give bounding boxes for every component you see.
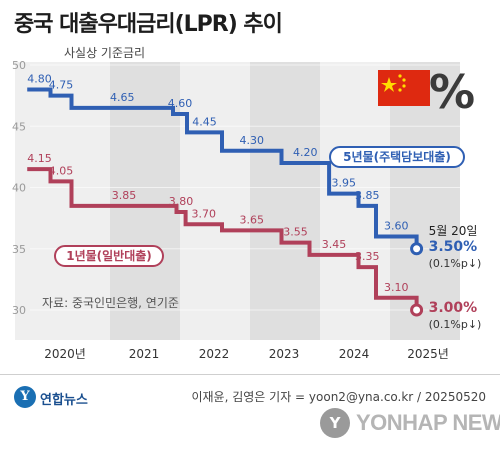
data-label: 4.45 <box>192 115 217 128</box>
legend-one-year-label: 1년물(일반대출) <box>66 248 152 263</box>
x-tick-label: 2025년 <box>407 347 449 361</box>
legend-one-year-box <box>54 245 164 267</box>
y-tick-label: 30 <box>12 304 26 317</box>
page-subtitle: 사실상 기준금리 <box>64 46 146 60</box>
data-label: 3.85 <box>355 189 380 202</box>
footer-divider <box>0 374 500 375</box>
flag-star-large <box>381 77 397 92</box>
data-label: 4.60 <box>168 97 193 110</box>
yonhap-logo-text: 연합뉴스 <box>40 393 88 408</box>
data-label: 3.80 <box>169 195 194 208</box>
x-tick-label: 2024 <box>339 347 370 361</box>
yonhap-watermark-icon: Y <box>320 408 350 438</box>
data-label: 4.30 <box>240 134 265 147</box>
data-label: 3.95 <box>332 177 357 190</box>
flag-star-small <box>398 88 402 92</box>
flag-star-small <box>402 84 406 88</box>
data-label: 3.70 <box>192 207 217 220</box>
data-label: 3.10 <box>384 281 409 294</box>
flag-star-small <box>402 78 406 82</box>
page-title: 중국 대출우대금리(LPR) 추이 <box>14 12 283 37</box>
y-tick-label: 35 <box>12 243 26 256</box>
data-label: 3.45 <box>322 238 347 251</box>
data-label: 3.60 <box>384 220 409 233</box>
data-label: 4.65 <box>110 91 135 104</box>
year-band <box>390 62 460 340</box>
legend-five-year-label: 5년물(주택담보대출) <box>343 149 451 164</box>
data-label: 4.15 <box>27 152 52 165</box>
year-band <box>180 62 250 340</box>
data-label: 3.35 <box>355 250 380 263</box>
y-tick-label: 40 <box>12 182 26 195</box>
percent-icon: % <box>429 65 475 119</box>
x-tick-label: 2023 <box>269 347 300 361</box>
yonhap-watermark-text: YONHAP NEWS <box>356 410 500 435</box>
y-tick-label: 45 <box>12 120 26 133</box>
one-year-change-note: (0.1%p↓) <box>429 318 482 331</box>
one-year-end-marker <box>410 303 424 317</box>
yonhap-logo-icon: Y <box>14 386 36 408</box>
five-year-latest-value: 3.50% <box>429 239 478 255</box>
flag-star-small <box>398 74 402 78</box>
data-label: 4.75 <box>49 79 74 92</box>
rate-chart: 50 45 40 35 30 2020년 2021 2022 2023 2024 2025년 4.80… <box>12 59 482 361</box>
one-year-line <box>27 167 419 310</box>
data-label: 3.85 <box>112 189 137 202</box>
one-year-latest-value: 3.00% <box>429 300 478 316</box>
five-year-change-note: (0.1%p↓) <box>429 257 482 270</box>
data-label: 4.80 <box>27 73 52 86</box>
legend-five-year-box <box>329 146 465 168</box>
data-label: 3.55 <box>283 226 308 239</box>
y-tick-label: 50 <box>12 59 26 72</box>
latest-date-label: 5월 20일 <box>429 224 478 238</box>
reporter-credit: 이재윤, 김영은 기자 = yoon2@yna.co.kr / 20250520 <box>191 390 486 404</box>
source-note: 자료: 중국인민은행, 연기준 <box>42 296 179 310</box>
x-tick-label: 2022 <box>199 347 230 361</box>
five-year-line <box>27 87 419 249</box>
data-label: 4.20 <box>293 146 318 159</box>
footer: Y 연합뉴스 이재윤, 김영은 기자 = yoon2@yna.co.kr / 2… <box>0 374 500 454</box>
data-label: 3.65 <box>240 213 265 226</box>
five-year-end-marker <box>410 242 424 256</box>
year-band <box>320 62 390 340</box>
data-label: 4.05 <box>49 164 74 177</box>
x-tick-label: 2021 <box>129 347 160 361</box>
x-tick-label: 2020년 <box>44 347 86 361</box>
year-band <box>250 62 320 340</box>
